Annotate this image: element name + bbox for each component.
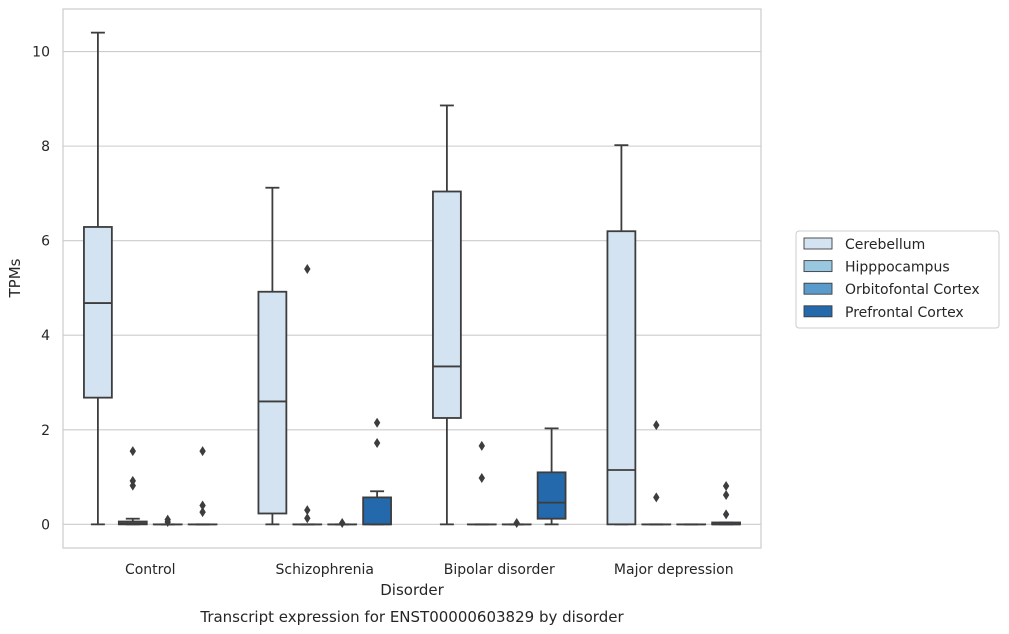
outlier-point [129,446,136,457]
box-0-2 [152,514,183,527]
box-body [432,190,462,419]
y-axis-label: TPMs [6,258,24,298]
y-tick-label: 10 [32,45,50,61]
box-1-0 [257,186,288,526]
legend-swatch [803,237,833,250]
y-tick-labels: 0 2 4 6 8 10 [32,45,50,534]
legend-label: Prefrontal Cortex [845,305,964,321]
outlier-point [478,473,485,484]
box-3-0 [606,144,637,526]
outlier-point [199,507,206,518]
grid-layer [63,51,761,525]
box-0-1 [117,446,148,526]
outlier-point [199,446,206,457]
legend-label: Orbitofontal Cortex [845,282,980,298]
box-body [536,471,567,520]
outlier-point [199,500,206,511]
box-1-1 [292,264,323,526]
outlier-point [653,420,660,431]
legend: Cerebellum Hipppocampus Orbitofontal Corte… [795,230,1000,329]
legend-swatch [803,305,833,318]
box-1-2 [327,517,358,528]
legend-label: Cerebellum [845,237,925,253]
box-2-1 [466,440,497,526]
x-tick-label: Major depression [614,562,734,578]
box-0-3 [187,446,218,526]
legend-frame [795,230,1000,329]
legend-swatch [803,282,833,295]
outlier-point [339,517,346,528]
x-tick-label: Bipolar disorder [444,562,555,578]
box-body [257,290,288,515]
y-tick-label: 6 [41,234,50,250]
plot-frame [62,8,762,549]
outlier-point [513,517,520,528]
box-body [606,230,637,526]
outlier-point [722,509,730,520]
x-tick-label: Schizophrenia [276,562,374,578]
box-body [83,226,113,399]
outlier-point [304,505,311,516]
outlier-point [304,513,311,524]
outlier-point [722,490,730,501]
box-3-1 [641,420,672,526]
legend-label: Hipppocampus [845,260,950,276]
legend-items: Cerebellum Hipppocampus Orbitofontal Corte… [803,237,980,321]
box-2-2 [501,517,532,528]
x-tick-labels: Control Schizophrenia Bipolar disorder Majo… [125,562,734,578]
outlier-point [373,438,381,449]
box-2-0 [432,104,462,526]
outlier-point [164,514,171,525]
plot-layer [83,31,741,528]
box-1-3 [362,417,392,526]
box-3-3 [711,481,741,526]
outlier-point [129,475,136,486]
y-tick-label: 0 [41,517,50,533]
y-tick-label: 2 [41,423,50,439]
box-0-0 [83,31,113,526]
x-axis-label: Disorder [380,581,444,599]
outlier-point [478,440,485,451]
chart-caption: Transcript expression for ENST0000060382… [199,608,624,626]
x-tick-label: Control [125,562,176,578]
outlier-point [722,481,730,492]
outlier-point [653,492,660,503]
box-body [362,496,392,526]
outlier-point [304,264,311,275]
y-tick-label: 4 [41,328,50,344]
outlier-point [373,417,381,428]
box-2-3 [536,427,567,526]
legend-swatch [803,260,833,273]
y-tick-label: 8 [41,139,50,155]
